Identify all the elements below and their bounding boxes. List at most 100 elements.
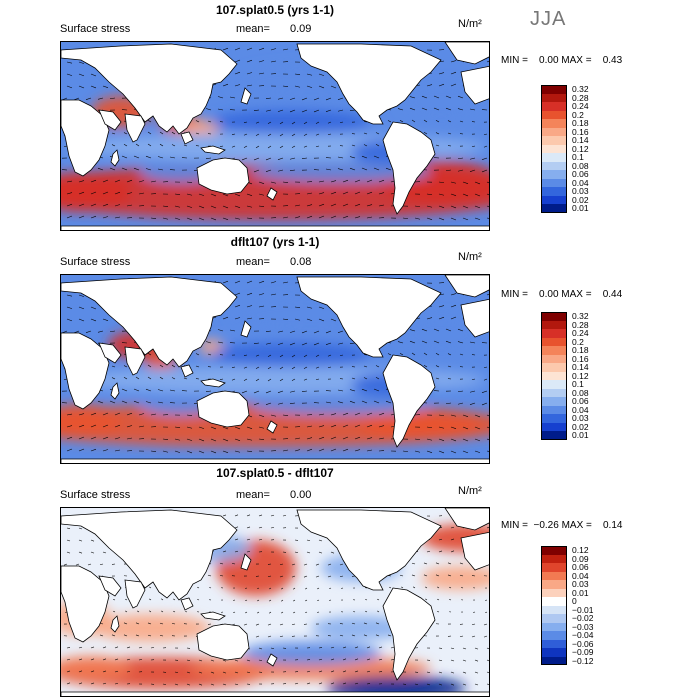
field-blob bbox=[401, 315, 481, 355]
stress-vector bbox=[457, 95, 464, 99]
stress-vector bbox=[318, 425, 325, 428]
colorbar-level: 0.28 bbox=[541, 320, 637, 330]
stress-vector bbox=[78, 424, 85, 428]
stress-vector bbox=[289, 97, 296, 100]
stress-vector bbox=[135, 376, 140, 380]
colorbar-swatch bbox=[541, 195, 567, 204]
stress-vector bbox=[174, 205, 181, 208]
colorbar-level: 0.02 bbox=[541, 195, 637, 205]
stress-vector bbox=[289, 330, 296, 333]
stress-vector bbox=[123, 132, 128, 135]
colorbar-tick-label: 0.12 bbox=[572, 370, 589, 381]
stress-vector bbox=[187, 229, 188, 230]
stress-vector bbox=[289, 157, 296, 160]
stress-vector bbox=[231, 366, 236, 369]
stress-vector bbox=[363, 622, 368, 625]
colorbar-swatch bbox=[541, 102, 567, 111]
stress-vector bbox=[463, 229, 464, 230]
colorbar-tick-label: 0.16 bbox=[572, 353, 589, 364]
stress-vector bbox=[147, 131, 152, 135]
land-mass bbox=[61, 43, 238, 135]
stress-vector bbox=[330, 215, 337, 219]
stress-vector bbox=[78, 448, 85, 452]
land-mass bbox=[240, 320, 252, 338]
colorbar-level: 0.03 bbox=[541, 186, 637, 196]
stress-vector bbox=[85, 330, 92, 333]
land-mass bbox=[266, 187, 278, 201]
stress-vector bbox=[459, 562, 464, 565]
stress-vector bbox=[339, 354, 344, 357]
stress-vector bbox=[377, 598, 380, 601]
stress-vector bbox=[114, 683, 119, 685]
land-mass bbox=[382, 354, 436, 448]
stress-vector bbox=[133, 167, 140, 171]
stress-vector bbox=[391, 462, 394, 463]
colorbar-tick-label: 0.2 bbox=[572, 336, 584, 347]
stress-vector bbox=[246, 317, 253, 320]
stress-vector bbox=[157, 389, 164, 392]
colorbar-swatch bbox=[541, 631, 567, 640]
colorbar-swatch bbox=[541, 144, 567, 153]
stress-vector bbox=[294, 671, 299, 673]
stress-vector bbox=[361, 167, 368, 171]
stress-vector bbox=[282, 281, 289, 284]
stress-vector bbox=[306, 670, 311, 673]
stress-vector bbox=[151, 462, 153, 463]
colorbar-level: 0.18 bbox=[541, 345, 637, 355]
stress-vector bbox=[150, 647, 155, 649]
colorbar-tick-label: 0.06 bbox=[572, 396, 589, 406]
stress-vector bbox=[303, 575, 308, 578]
stress-vector bbox=[174, 450, 181, 453]
stress-vector bbox=[186, 426, 193, 429]
stress-vector bbox=[157, 156, 164, 159]
stress-vector bbox=[66, 294, 73, 297]
stress-vector bbox=[66, 436, 73, 440]
colorbar: 0.12 0.09 0.06 0.04 0.03 0.01 0 −0.01 −0.02 −0.03… bbox=[541, 545, 637, 666]
stress-vector bbox=[483, 133, 488, 136]
colorbar-swatch bbox=[541, 119, 567, 128]
stress-vector bbox=[231, 145, 236, 148]
stress-vector bbox=[222, 280, 229, 284]
stress-vector bbox=[173, 610, 176, 613]
land-mass bbox=[61, 565, 110, 643]
stress-vector bbox=[471, 378, 476, 381]
stress-vector bbox=[267, 575, 272, 578]
colorbar-tick-label: 0.04 bbox=[572, 177, 589, 188]
stress-vector bbox=[363, 634, 368, 637]
stress-vector bbox=[318, 306, 325, 309]
stress-vector bbox=[281, 611, 284, 614]
land-mass bbox=[266, 653, 278, 667]
map-field bbox=[61, 42, 489, 230]
stress-vector bbox=[279, 354, 284, 358]
stress-vector bbox=[337, 168, 344, 171]
stress-vector bbox=[474, 181, 481, 185]
colorbar-tick-label: 0.01 bbox=[572, 587, 589, 598]
stress-vector bbox=[330, 448, 337, 452]
stress-vector bbox=[186, 438, 193, 441]
stress-vector bbox=[342, 436, 349, 440]
stress-vector bbox=[450, 438, 457, 442]
stress-vector bbox=[330, 413, 337, 416]
stress-vector bbox=[421, 340, 428, 344]
stress-vector bbox=[306, 204, 313, 207]
stress-vector bbox=[305, 611, 308, 614]
stress-vector bbox=[306, 318, 313, 321]
stress-vector bbox=[447, 365, 452, 368]
stress-vector bbox=[210, 193, 217, 197]
stress-vector bbox=[147, 364, 152, 368]
mean-label: mean= bbox=[236, 489, 270, 501]
stress-vector bbox=[222, 659, 227, 662]
land-mass bbox=[61, 276, 238, 368]
stress-vector bbox=[186, 217, 193, 221]
stress-vector bbox=[327, 354, 332, 357]
colorbar-tick-label: 0.03 bbox=[572, 186, 589, 196]
land-mass bbox=[180, 597, 194, 611]
stress-vector bbox=[294, 551, 299, 554]
stress-vector bbox=[337, 389, 344, 392]
colorbar-swatch bbox=[541, 178, 567, 187]
stress-vector bbox=[78, 658, 83, 661]
stress-vector bbox=[306, 192, 313, 195]
stress-vector bbox=[78, 318, 85, 322]
stress-vector bbox=[366, 412, 373, 416]
variable-label: Surface stress bbox=[60, 23, 131, 35]
